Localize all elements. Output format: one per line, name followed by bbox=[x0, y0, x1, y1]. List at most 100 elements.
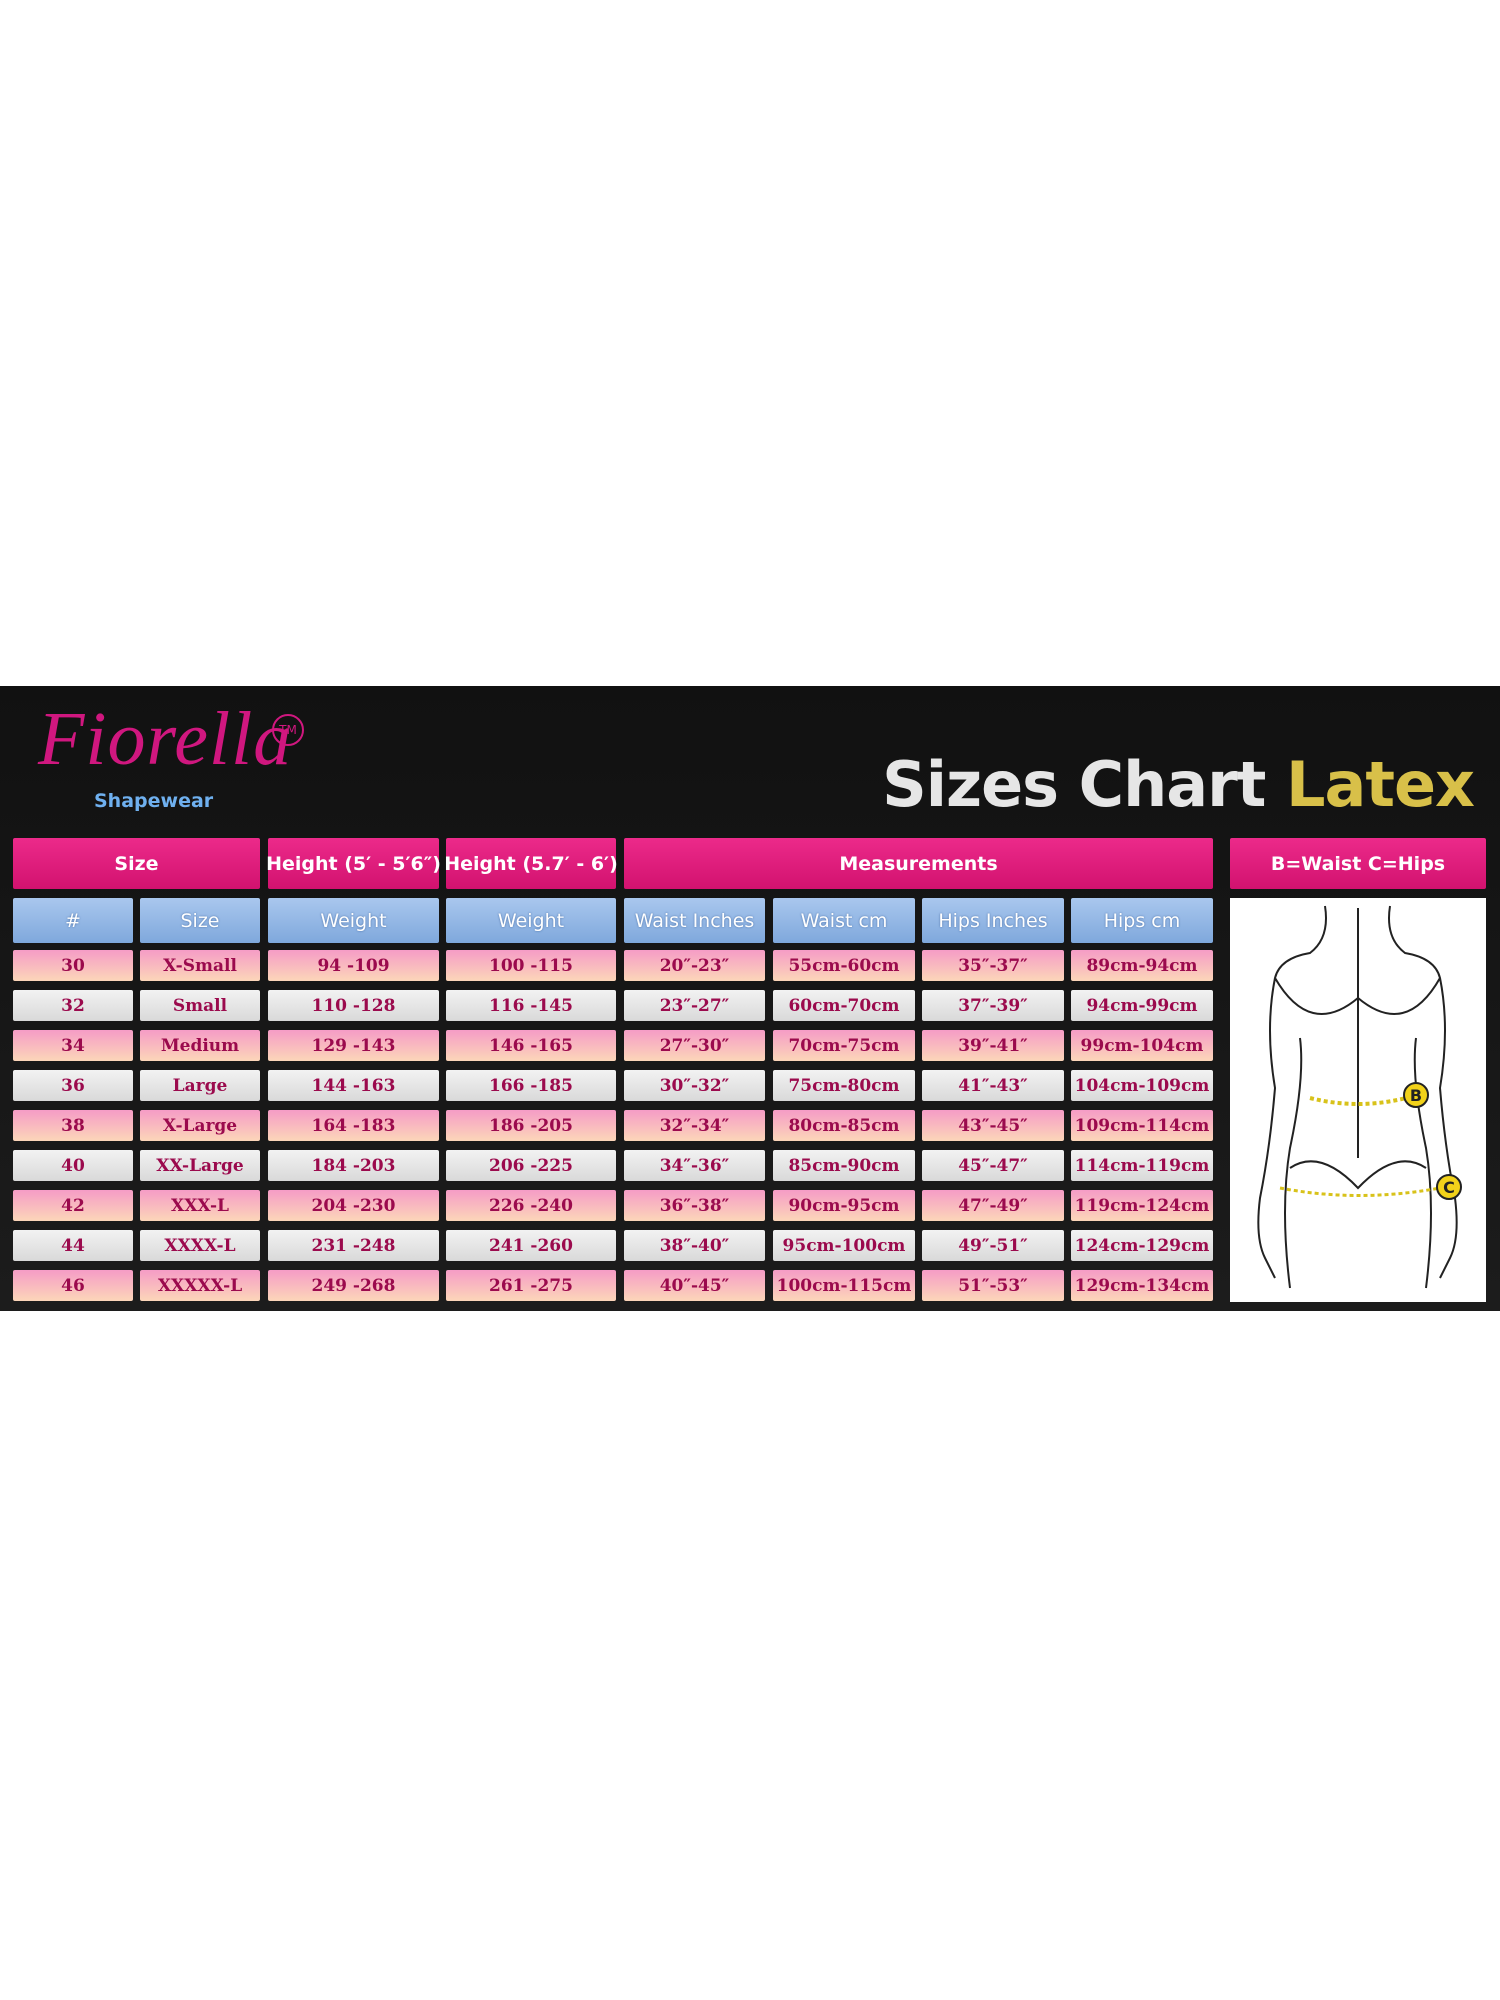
tagline: Shapewear bbox=[94, 790, 214, 812]
table-cell: 231 -248 bbox=[268, 1230, 439, 1261]
arm bbox=[1413, 1037, 1432, 1289]
table-cell: 90cm-95cm bbox=[773, 1190, 915, 1221]
column-header: Hips cm bbox=[1071, 898, 1213, 943]
table-cell: 94 -109 bbox=[268, 950, 439, 981]
table-cell: 32″-34″ bbox=[624, 1110, 765, 1141]
outline bbox=[1257, 905, 1327, 1279]
table-cell: 47″-49″ bbox=[922, 1190, 1064, 1221]
table-cell: 36 bbox=[13, 1070, 133, 1101]
table-cell: 34 bbox=[13, 1030, 133, 1061]
table-cell: Medium bbox=[140, 1030, 260, 1061]
table-cell: 166 -185 bbox=[446, 1070, 616, 1101]
table-cell: 40 bbox=[13, 1150, 133, 1181]
table-cell: 70cm-75cm bbox=[773, 1030, 915, 1061]
hips-line bbox=[1279, 1186, 1441, 1197]
table-cell: 44 bbox=[13, 1230, 133, 1261]
table-cell: 119cm-124cm bbox=[1071, 1190, 1213, 1221]
brief bbox=[1289, 1160, 1427, 1190]
table-cell: 104cm-109cm bbox=[1071, 1070, 1213, 1101]
table-cell: 20″-23″ bbox=[624, 950, 765, 981]
table-cell: 144 -163 bbox=[268, 1070, 439, 1101]
table-cell: 23″-27″ bbox=[624, 990, 765, 1021]
size-chart-panel: Fiorella TM Shapewear Sizes Chart Latex … bbox=[0, 686, 1500, 1311]
waist-line bbox=[1309, 1096, 1407, 1106]
column-header: Waist Inches bbox=[624, 898, 765, 943]
table-cell: XXXX-L bbox=[140, 1230, 260, 1261]
figure-panel: B C bbox=[1230, 898, 1486, 1302]
table-cell: 39″-41″ bbox=[922, 1030, 1064, 1061]
table-cell: 37″-39″ bbox=[922, 990, 1064, 1021]
table-cell: X-Small bbox=[140, 950, 260, 981]
table-cell: 32 bbox=[13, 990, 133, 1021]
hips-marker-circle bbox=[1436, 1174, 1462, 1200]
table-cell: 42 bbox=[13, 1190, 133, 1221]
table-cell: 43″-45″ bbox=[922, 1110, 1064, 1141]
table-cell: 99cm-104cm bbox=[1071, 1030, 1213, 1061]
group-header: Height (5.7′ - 6′) bbox=[444, 838, 618, 889]
table-cell: 49″-51″ bbox=[922, 1230, 1064, 1261]
table-cell: 241 -260 bbox=[446, 1230, 616, 1261]
table-cell: 114cm-119cm bbox=[1071, 1150, 1213, 1181]
table-cell: 249 -268 bbox=[268, 1270, 439, 1301]
column-header: Size bbox=[140, 898, 260, 943]
table-cell: 100 -115 bbox=[446, 950, 616, 981]
table-cell: 124cm-129cm bbox=[1071, 1230, 1213, 1261]
table-cell: 129 -143 bbox=[268, 1030, 439, 1061]
table-cell: 36″-38″ bbox=[624, 1190, 765, 1221]
table-cell: 94cm-99cm bbox=[1071, 990, 1213, 1021]
group-header: Size bbox=[13, 838, 260, 889]
group-header: Measurements bbox=[624, 838, 1213, 889]
table-cell: 45″-47″ bbox=[922, 1150, 1064, 1181]
table-cell: 85cm-90cm bbox=[773, 1150, 915, 1181]
table-cell: 30″-32″ bbox=[624, 1070, 765, 1101]
table-cell: 206 -225 bbox=[446, 1150, 616, 1181]
table-cell: 38″-40″ bbox=[624, 1230, 765, 1261]
table-cell: 95cm-100cm bbox=[773, 1230, 915, 1261]
table-cell: 55cm-60cm bbox=[773, 950, 915, 981]
logo: Fiorella bbox=[38, 697, 293, 781]
table-cell: 116 -145 bbox=[446, 990, 616, 1021]
table-cell: 80cm-85cm bbox=[773, 1110, 915, 1141]
table-cell: X-Large bbox=[140, 1110, 260, 1141]
table-cell: 40″-45″ bbox=[624, 1270, 765, 1301]
table-cell: 184 -203 bbox=[268, 1150, 439, 1181]
table-cell: 89cm-94cm bbox=[1071, 950, 1213, 981]
table-cell: 164 -183 bbox=[268, 1110, 439, 1141]
column-header: Hips Inches bbox=[922, 898, 1064, 943]
table-cell: Large bbox=[140, 1070, 260, 1101]
table-cell: 35″-37″ bbox=[922, 950, 1064, 981]
title-accent: Latex bbox=[1285, 748, 1475, 821]
group-header: B=Waist C=Hips bbox=[1230, 838, 1486, 889]
waist-marker-circle bbox=[1403, 1082, 1429, 1108]
table-cell: 51″-53″ bbox=[922, 1270, 1064, 1301]
table-cell: 46 bbox=[13, 1270, 133, 1301]
table-cell: 129cm-134cm bbox=[1071, 1270, 1213, 1301]
table-cell: XXX-L bbox=[140, 1190, 260, 1221]
table-cell: 30 bbox=[13, 950, 133, 981]
table-cell: 110 -128 bbox=[268, 990, 439, 1021]
body-figure: B C bbox=[1257, 905, 1462, 1289]
table-cell: 109cm-114cm bbox=[1071, 1110, 1213, 1141]
chart-title: Sizes Chart Latex bbox=[882, 748, 1475, 821]
trademark: TM bbox=[272, 714, 304, 746]
table-cell: 41″-43″ bbox=[922, 1070, 1064, 1101]
table-cell: 34″-36″ bbox=[624, 1150, 765, 1181]
table-cell: 75cm-80cm bbox=[773, 1070, 915, 1101]
outline bbox=[1388, 905, 1458, 1279]
table-cell: 100cm-115cm bbox=[773, 1270, 915, 1301]
title-text: Sizes Chart bbox=[882, 748, 1266, 821]
table-cell: 186 -205 bbox=[446, 1110, 616, 1141]
table-cell: XXXXX-L bbox=[140, 1270, 260, 1301]
table-cell: 261 -275 bbox=[446, 1270, 616, 1301]
table-cell: 27″-30″ bbox=[624, 1030, 765, 1061]
hips-marker: C bbox=[1443, 1178, 1455, 1197]
table-cell: 38 bbox=[13, 1110, 133, 1141]
arm bbox=[1284, 1037, 1303, 1289]
waist-marker: B bbox=[1410, 1086, 1422, 1105]
column-header: Weight bbox=[268, 898, 439, 943]
table-cell: 60cm-70cm bbox=[773, 990, 915, 1021]
table-cell: 204 -230 bbox=[268, 1190, 439, 1221]
column-header: # bbox=[13, 898, 133, 943]
group-header: Height (5′ - 5′6″) bbox=[266, 838, 441, 889]
